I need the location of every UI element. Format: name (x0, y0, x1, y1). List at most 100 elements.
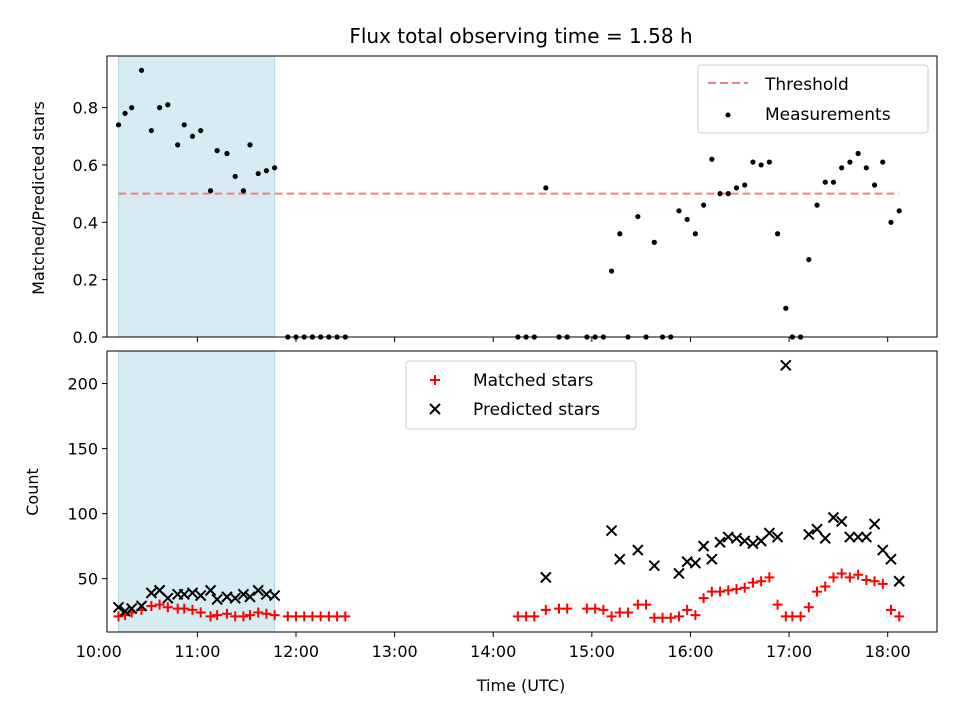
bot-y-tick-label: 50 (78, 570, 98, 589)
measurement-point (138, 67, 145, 73)
legend-predicted-label: Predicted stars (473, 400, 600, 420)
measurement-point (692, 231, 698, 237)
measurement-point (774, 231, 781, 237)
measurement-point (148, 127, 154, 134)
matched-stars-point (269, 610, 280, 621)
matched-stars-point (113, 611, 124, 622)
bot-y-tick-label: 200 (67, 375, 98, 394)
top-axes-frame (106, 55, 938, 338)
measurement-point (198, 127, 204, 134)
predicted-stars-point (614, 553, 626, 565)
predicted-stars-point (673, 567, 685, 580)
matched-stars-point (623, 607, 634, 618)
matched-stars-point (154, 599, 165, 610)
measurement-point (709, 156, 715, 162)
matched-stars-point (682, 604, 693, 615)
legend-matched-swatch (430, 375, 440, 385)
predicted-stars-point (885, 553, 897, 565)
predicted-stars-point (860, 531, 873, 543)
measurement-point (263, 168, 270, 174)
predicted-stars-point (540, 571, 552, 584)
bottom-axes-frame (106, 350, 938, 633)
top-y-tick-label: 0.4 (73, 213, 98, 232)
matched-stars-point (747, 577, 758, 588)
x-axis-label: Time (UTC) (476, 676, 565, 695)
x-tick-label: 15:00 (569, 642, 615, 661)
predicted-stars-point (763, 527, 776, 539)
bottom-highlight-span (118, 350, 276, 633)
measurement-point (255, 170, 261, 177)
x-tick-label: 16:00 (667, 642, 713, 661)
measurement-point (742, 182, 748, 188)
predicted-stars-point (738, 535, 751, 547)
predicted-stars-point (811, 523, 823, 535)
x-tick-label: 17:00 (766, 642, 812, 661)
measurement-point (156, 105, 163, 111)
matched-stars-point (665, 612, 676, 623)
top-y-tick-label: 0.8 (73, 99, 98, 118)
predicted-stars-point (186, 587, 199, 599)
matched-stars-point (590, 603, 601, 614)
predicted-stars-point (229, 592, 241, 604)
matched-stars-point (562, 603, 573, 614)
measurement-point (608, 268, 615, 274)
bot-y-tick-label: 100 (67, 505, 98, 524)
measurement-point (676, 208, 682, 214)
legend-threshold-label: Threshold (764, 75, 849, 95)
matched-stars-point (690, 610, 701, 621)
measurement-point (717, 191, 723, 197)
predicted-stars-point (730, 532, 743, 545)
measurement-point (847, 159, 853, 165)
measurement-point (871, 182, 878, 188)
predicted-stars-point (112, 601, 125, 613)
x-tick-label: 18:00 (865, 642, 911, 661)
matched-stars-point (205, 611, 216, 622)
measurement-point (855, 150, 861, 157)
measurement-point (822, 179, 828, 185)
top-highlight-span (118, 55, 276, 338)
legend-measurements-label: Measurements (765, 105, 891, 125)
predicted-stars-point (706, 553, 718, 565)
matched-stars-point (238, 611, 249, 622)
matched-stars-point (828, 572, 839, 583)
measurement-point (165, 102, 171, 108)
matched-stars-point (340, 611, 351, 622)
legend-measurements-swatch (725, 112, 731, 118)
matched-stars-point (187, 604, 198, 615)
matched-stars-point (861, 574, 872, 585)
x-tick-label: 12:00 (273, 642, 319, 661)
matched-stars-point (212, 610, 223, 621)
matched-stars-point (739, 582, 750, 593)
measurement-point (181, 122, 187, 128)
measurement-point (175, 142, 181, 148)
matched-stars-point (764, 572, 775, 583)
bottom-legend: Matched stars Predicted stars (405, 360, 637, 430)
predicted-stars-point (237, 588, 250, 600)
x-tick-label: 10:00 (76, 642, 122, 661)
predicted-stars-point (893, 575, 905, 587)
matched-stars-point (836, 568, 847, 579)
matched-stars-point (641, 599, 652, 610)
measurement-point (758, 162, 764, 168)
matched-stars-point (146, 600, 157, 611)
predicted-stars-point (145, 587, 158, 599)
predicted-stars-point (211, 593, 223, 606)
predicted-stars-point (135, 600, 148, 612)
matched-stars-point (731, 584, 742, 595)
predicted-stars-point (268, 589, 281, 602)
matched-stars-point (162, 602, 173, 613)
matched-stars-point (795, 611, 806, 622)
predicted-stars-point (252, 584, 264, 597)
matched-stars-point (803, 602, 814, 613)
matched-stars-point (529, 611, 540, 622)
predicted-stars-point (689, 557, 702, 569)
top-panel: 0.00.20.40.60.8 Matched/Predicted stars … (29, 55, 938, 347)
bottom-panel: 50 100 150 200 10:00 11:00 12:00 13:00 14:00 15:… (23, 350, 938, 695)
top-y-tick-label: 0.2 (73, 271, 98, 290)
legend-predicted-swatch (429, 403, 441, 415)
predicted-stars-point (605, 524, 618, 537)
matched-stars-point (598, 604, 609, 615)
measurement-point (635, 213, 641, 220)
measurement-point (750, 159, 756, 165)
